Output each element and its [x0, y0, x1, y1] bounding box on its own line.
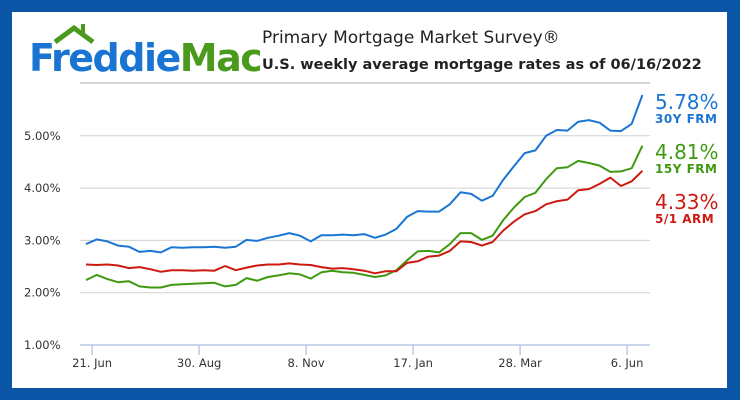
series-name: 5/1 ARM	[655, 212, 715, 226]
series-line-5-1-arm	[85, 170, 644, 275]
svg-text:FreddieMac: FreddieMac	[29, 36, 260, 80]
freddie-mac-logo: FreddieMac	[29, 24, 260, 80]
series-label: 4.33% 5/1 ARM	[655, 192, 719, 226]
chart-subtitle: U.S. weekly average mortgage rates as of…	[262, 57, 702, 73]
x-tick-label: 17. Jan	[393, 356, 433, 370]
series-latest-value: 4.33%	[655, 190, 719, 214]
chart-panel	[12, 12, 727, 388]
y-tick-label: 4.00%	[24, 181, 61, 195]
x-tick-label: 6. Jun	[611, 356, 644, 370]
series-name: 15Y FRM	[655, 162, 718, 176]
y-tick-label: 1.00%	[24, 338, 61, 352]
house-roof-icon	[53, 24, 95, 45]
series-name: 30Y FRM	[655, 112, 718, 126]
x-tick-label: 21. Jun	[72, 356, 112, 370]
series-label: 4.81% 15Y FRM	[655, 142, 719, 176]
series-latest-value: 4.81%	[655, 140, 719, 164]
logo-freddie: Freddie	[29, 36, 180, 80]
y-tick-label: 2.00%	[24, 286, 61, 300]
x-tick-label: 30. Aug	[177, 356, 221, 370]
x-tick-label: 8. Nov	[288, 356, 325, 370]
logo-mac: Mac	[180, 36, 260, 80]
y-tick-label: 3.00%	[24, 233, 61, 247]
x-tick-label: 28. Mar	[498, 356, 542, 370]
y-tick-label: 5.00%	[24, 129, 61, 143]
series-label: 5.78% 30Y FRM	[655, 92, 719, 126]
series-line-30y-frm	[85, 94, 644, 254]
series-latest-value: 5.78%	[655, 90, 719, 114]
series-line-15y-frm	[85, 145, 644, 289]
chart-title: Primary Mortgage Market Survey®	[262, 28, 560, 48]
